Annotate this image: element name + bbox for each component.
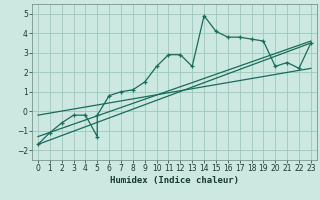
- X-axis label: Humidex (Indice chaleur): Humidex (Indice chaleur): [110, 176, 239, 185]
